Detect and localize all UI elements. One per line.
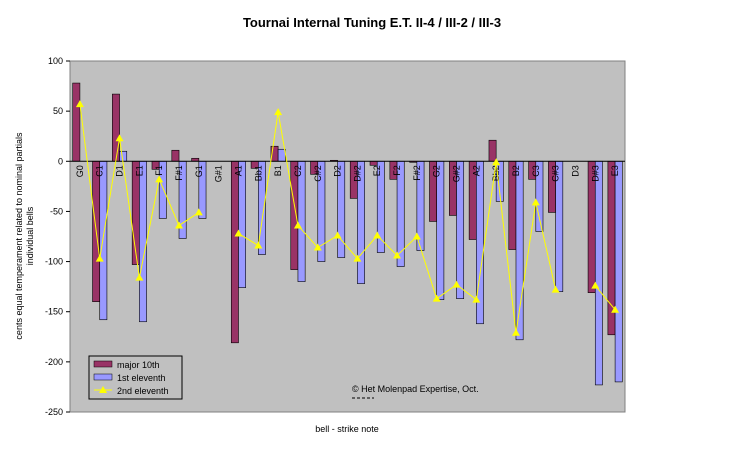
- point-2nd-eleventh-a2: [472, 295, 481, 303]
- point-2nd-eleventh-fsharp1: [175, 221, 184, 229]
- category-label-gsharp2: G#2: [452, 165, 462, 182]
- point-2nd-eleventh-g0: [75, 100, 84, 108]
- point-2nd-eleventh-f2: [393, 251, 402, 259]
- line-2nd-eleventh-segment: [594, 285, 616, 311]
- category-label-c3: C3: [531, 165, 541, 177]
- bar-1st-eleventh-b2: [515, 160, 524, 341]
- point-2nd-eleventh-e2: [373, 231, 382, 239]
- category-label-d3: D3: [570, 165, 580, 177]
- category-label-d2: D2: [333, 165, 343, 177]
- legend-swatch-1st-eleventh: [93, 373, 113, 381]
- bar-major-10th-fsharp1: [171, 149, 180, 162]
- point-2nd-eleventh-c1: [95, 254, 104, 262]
- category-label-b2: B2: [511, 165, 521, 176]
- y-tick-label: -100: [45, 257, 63, 267]
- category-label-fsharp2: F#2: [412, 165, 422, 181]
- category-label-csharp3: C#3: [551, 165, 561, 182]
- legend-label-1st-eleventh: 1st eleventh: [117, 373, 166, 383]
- legend: major 10th 1st eleventh 2nd eleventh: [88, 355, 183, 400]
- category-labels: G0 C1 D1 E1 F1 F#1 G1 G#1 A1 Bb1 B1 C2 C#2 D2 D#2 E2 F2 F…: [75, 165, 620, 182]
- y-axis: 100 50 0 -50 -100 -150 -200 -250: [45, 56, 70, 417]
- category-label-fsharp1: F#1: [174, 165, 184, 181]
- point-2nd-eleventh-a1: [234, 229, 243, 237]
- y-tick-label: 0: [58, 156, 63, 166]
- point-2nd-eleventh-bb2: [492, 158, 501, 166]
- y-tick-label: 50: [53, 106, 63, 116]
- bar-1st-eleventh-b1: [277, 148, 286, 162]
- category-label-c2: C2: [293, 165, 303, 177]
- category-label-f2: F2: [392, 165, 402, 176]
- bar-1st-eleventh-f2: [396, 160, 405, 267]
- point-2nd-eleventh-csharp2: [313, 243, 322, 251]
- category-label-g2: G2: [432, 165, 442, 177]
- bar-1st-eleventh-a1: [238, 160, 246, 288]
- y-axis-title-line1: cents equal temperament related to nomin…: [14, 132, 24, 340]
- category-label-bb1: Bb1: [253, 165, 263, 181]
- y-axis-title-line2: individual bells: [25, 206, 35, 265]
- point-2nd-eleventh-b2: [511, 328, 520, 336]
- legend-swatch-major-10th: [93, 360, 113, 368]
- plot-area: [69, 60, 626, 413]
- chart-title: Tournai Internal Tuning E.T. II-4 / III-…: [243, 15, 501, 30]
- point-2nd-eleventh-e1: [135, 273, 144, 281]
- category-label-e2: E2: [372, 165, 382, 176]
- point-2nd-eleventh-e3: [611, 305, 620, 313]
- category-label-b1: B1: [273, 165, 283, 176]
- point-2nd-eleventh-f1: [155, 175, 164, 183]
- category-label-a2: A2: [471, 165, 481, 176]
- point-2nd-eleventh-c2: [293, 221, 302, 229]
- bar-1st-eleventh-e3: [614, 160, 623, 383]
- bar-1st-eleventh-dsharp3: [594, 160, 603, 386]
- category-label-f1: F1: [154, 165, 164, 176]
- y-tick-label: 100: [48, 56, 63, 66]
- bar-major-10th-e2: [369, 160, 378, 166]
- y-tick-label: -250: [45, 407, 63, 417]
- category-label-e1: E1: [134, 165, 144, 176]
- bar-1st-eleventh-g2: [436, 160, 445, 300]
- category-label-d1: D1: [115, 165, 125, 177]
- category-label-a1: A1: [233, 165, 243, 176]
- y-tick-label: -150: [45, 307, 63, 317]
- bar-1st-eleventh-d1: [119, 150, 128, 162]
- y-tick-label: -50: [50, 206, 63, 216]
- line-series-group: [75, 100, 620, 336]
- bar-1st-eleventh-c2: [297, 160, 306, 282]
- x-axis-title: bell - strike note: [315, 424, 379, 434]
- category-label-dsharp3: D#3: [590, 165, 600, 182]
- bars-group: [72, 82, 623, 386]
- category-label-g1: G1: [194, 165, 204, 177]
- point-2nd-eleventh-d2: [333, 231, 342, 239]
- bar-major-10th-bb2: [488, 139, 497, 162]
- category-label-e3: E3: [610, 165, 620, 176]
- point-2nd-eleventh-d1: [115, 134, 124, 142]
- category-label-gsharp1: G#1: [214, 165, 224, 182]
- category-label-c1: C1: [95, 165, 105, 177]
- legend-label-2nd-eleventh: 2nd eleventh: [117, 386, 169, 396]
- point-2nd-eleventh-bb1: [254, 241, 263, 249]
- category-label-csharp2: C#2: [313, 165, 323, 182]
- legend-label-major-10th: major 10th: [117, 360, 160, 370]
- category-label-g0: G0: [75, 165, 85, 177]
- category-label-dsharp2: D#2: [352, 165, 362, 182]
- bar-major-10th-g0: [72, 82, 81, 162]
- point-2nd-eleventh-fsharp2: [412, 232, 421, 240]
- bar-1st-eleventh-e1: [139, 160, 147, 323]
- point-2nd-eleventh-dsharp2: [353, 254, 362, 262]
- point-2nd-eleventh-csharp3: [551, 285, 560, 293]
- bar-1st-eleventh-c1: [99, 160, 108, 321]
- bar-major-10th-a1: [230, 160, 239, 344]
- bar-major-10th-d1: [112, 93, 120, 162]
- y-tick-label: -200: [45, 357, 63, 367]
- point-2nd-eleventh-dsharp3: [591, 281, 600, 289]
- legend-marker-2nd-eleventh: [99, 386, 107, 393]
- point-2nd-eleventh-c3: [531, 198, 540, 206]
- category-label-bb2: Bb2: [491, 165, 501, 181]
- point-2nd-eleventh-b1: [274, 108, 283, 116]
- point-2nd-eleventh-g1: [194, 208, 203, 216]
- point-2nd-eleventh-gsharp2: [452, 280, 461, 288]
- point-2nd-eleventh-g2: [432, 294, 441, 302]
- copyright-annotation: © Het Molenpad Expertise, Oct.: [352, 384, 479, 394]
